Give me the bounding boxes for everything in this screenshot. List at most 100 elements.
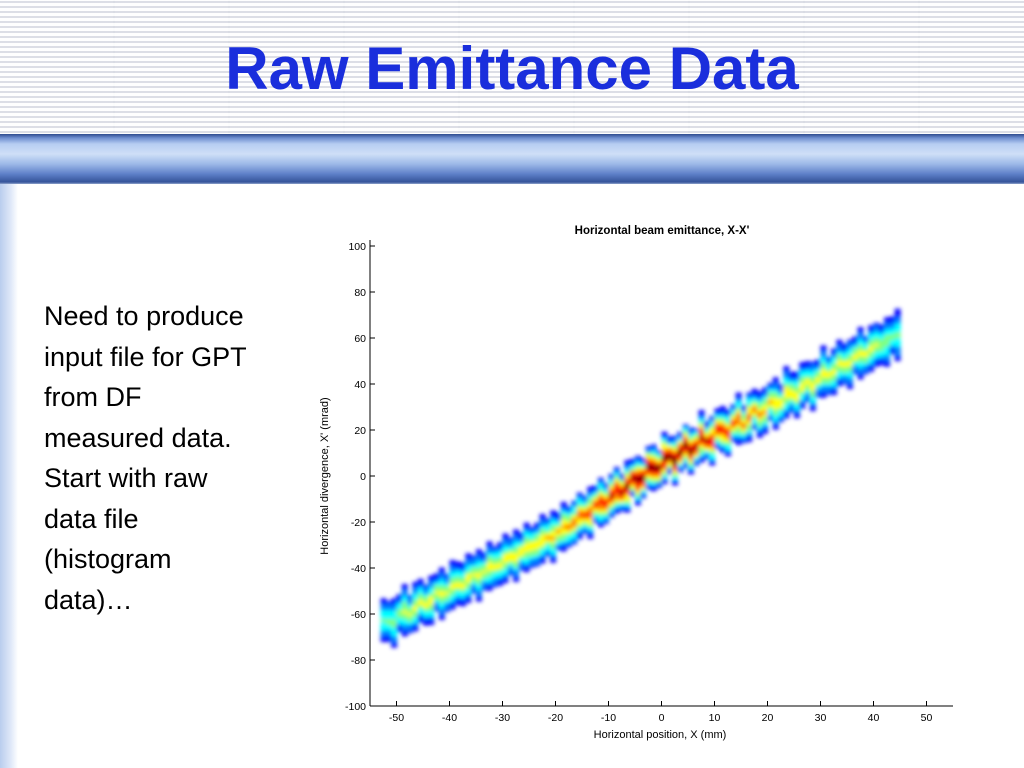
heatmap-cell — [873, 331, 880, 335]
heatmap-cell — [476, 569, 482, 573]
heatmap-cell — [624, 485, 631, 490]
heatmap-cell — [385, 632, 392, 637]
heatmap-cell — [778, 401, 784, 405]
heatmap-cell — [852, 370, 859, 375]
heatmap-cell — [677, 457, 684, 462]
heatmap-cell — [714, 442, 721, 447]
heatmap-cell — [788, 400, 795, 405]
heatmap-cell — [783, 397, 790, 402]
heatmap-cell — [661, 443, 668, 447]
heatmap-cell — [592, 505, 599, 510]
heatmap-cell — [762, 398, 769, 403]
heatmap-cell — [592, 497, 599, 501]
heatmap-cell — [534, 528, 541, 532]
heatmap-cell — [433, 607, 440, 612]
heatmap-cell — [693, 456, 700, 461]
heatmap-cell — [523, 528, 530, 532]
heatmap-cell — [672, 473, 678, 477]
heatmap-cell — [470, 587, 477, 591]
heatmap-cell — [444, 605, 451, 610]
heatmap-cell — [868, 333, 875, 338]
heatmap-cell — [825, 371, 832, 375]
heatmap-cell — [661, 446, 668, 450]
heatmap-cell — [746, 429, 753, 434]
heatmap-cell — [534, 557, 541, 561]
heatmap-cell — [518, 532, 525, 536]
heatmap-cell — [688, 447, 694, 452]
heatmap-cell — [539, 559, 546, 564]
heatmap-cell — [417, 619, 424, 623]
heatmap-cell — [465, 587, 472, 592]
heatmap-cell — [417, 596, 424, 600]
heatmap-cell — [884, 334, 890, 338]
heatmap-cell — [756, 434, 763, 438]
heatmap-cell — [645, 483, 652, 487]
heatmap-cell — [847, 353, 853, 358]
heatmap-cell — [444, 608, 451, 612]
heatmap-cell — [857, 370, 864, 374]
heatmap-cell — [756, 419, 763, 424]
heatmap-cell — [507, 548, 514, 553]
heatmap-cell — [661, 440, 668, 444]
heatmap-cell — [751, 406, 758, 410]
heatmap-cell — [688, 459, 694, 463]
heatmap-cell — [449, 597, 456, 602]
heatmap-cell — [725, 435, 731, 440]
heatmap-cell — [529, 564, 535, 568]
heatmap-cell — [677, 446, 684, 450]
heatmap-cell — [629, 487, 636, 491]
heatmap-cell — [894, 323, 901, 327]
heatmap-cell — [719, 437, 726, 442]
heatmap-cell — [815, 382, 822, 386]
heatmap-cell — [788, 409, 795, 413]
heatmap-cell — [385, 609, 392, 614]
chart-title: Horizontal beam emittance, X-X' — [575, 225, 750, 237]
heatmap-cell — [608, 511, 615, 515]
heatmap-cell — [645, 474, 652, 479]
heatmap-cell — [650, 478, 657, 483]
heatmap-cell — [868, 325, 875, 329]
heatmap-cell — [449, 571, 456, 576]
heatmap-cell — [868, 356, 875, 361]
heatmap-cell — [751, 403, 758, 407]
heatmap-cell — [582, 524, 588, 529]
heatmap-cell — [862, 367, 869, 372]
heatmap-cell — [460, 562, 466, 566]
heatmap-cell — [751, 391, 758, 396]
heatmap-cell — [513, 561, 519, 565]
heatmap-cell — [460, 591, 466, 595]
heatmap-cell — [587, 486, 594, 491]
heatmap-cell — [635, 501, 641, 506]
heatmap-cell — [688, 465, 694, 469]
heatmap-cell — [820, 385, 827, 390]
heatmap-cell — [730, 438, 737, 443]
heatmap-cell — [650, 484, 657, 489]
heatmap-cell — [672, 456, 678, 460]
heatmap-cell — [592, 491, 599, 495]
heatmap-cell — [518, 535, 525, 539]
heatmap-cell — [539, 534, 546, 538]
heatmap-cell — [746, 406, 753, 411]
heatmap-cell — [783, 383, 790, 387]
heatmap-cell — [534, 562, 541, 567]
heatmap-cell — [756, 417, 763, 421]
heatmap-cell — [650, 470, 657, 474]
heatmap-cell — [645, 477, 652, 482]
left-accent-strip — [0, 184, 18, 768]
heatmap-cell — [587, 503, 594, 508]
heatmap-cell — [820, 394, 827, 398]
heatmap-cell — [412, 625, 419, 629]
heatmap-cell — [783, 414, 790, 419]
heatmap-cell — [380, 604, 387, 608]
body-line: input file for GPT — [44, 341, 247, 372]
heatmap-cell — [603, 482, 610, 487]
heatmap-cell — [762, 427, 769, 431]
heatmap-cell — [613, 472, 620, 477]
heatmap-cell — [799, 388, 806, 392]
heatmap-cell — [608, 473, 615, 478]
heatmap-cell — [688, 439, 694, 443]
heatmap-cell — [619, 487, 625, 492]
heatmap-cell — [486, 558, 493, 563]
heatmap-cell — [454, 601, 461, 606]
heatmap-cell — [454, 593, 461, 597]
